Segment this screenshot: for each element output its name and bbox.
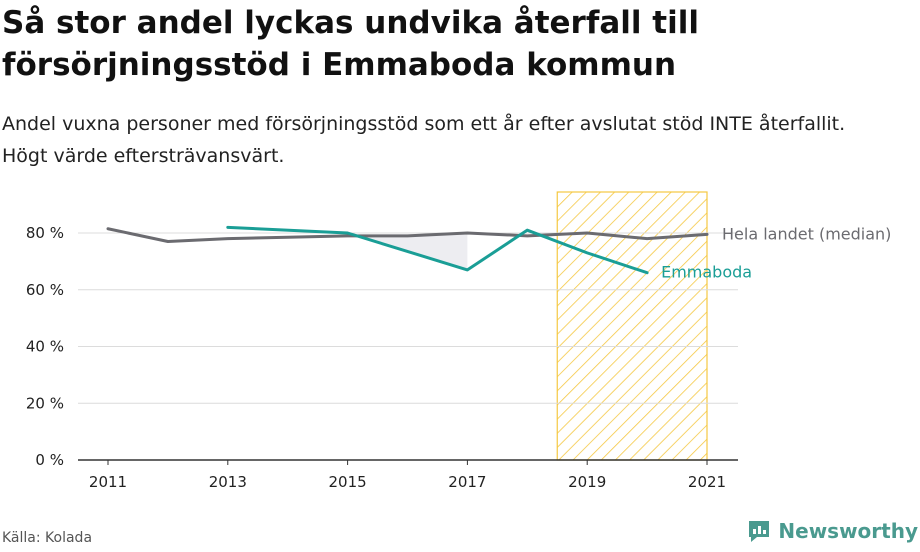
source-note: Källa: Kolada — [2, 530, 93, 546]
y-tick-label: 40 % — [26, 338, 64, 356]
newsworthy-logo-icon — [749, 521, 770, 542]
x-tick-label: 2011 — [89, 473, 127, 491]
series-label-emmaboda: Emmaboda — [661, 263, 752, 282]
emmaboda-line — [226, 225, 649, 275]
brand-name: Newsworthy — [778, 519, 918, 543]
x-tick-label: 2019 — [568, 473, 606, 491]
y-tick-label: 80 % — [26, 224, 64, 242]
x-tick-label: 2017 — [448, 473, 486, 491]
y-tick-label: 0 % — [35, 451, 64, 469]
x-tick-label: 2015 — [329, 473, 367, 491]
median-line — [106, 227, 709, 244]
x-tick-label: 2013 — [209, 473, 247, 491]
y-tick-label: 60 % — [26, 281, 64, 299]
brand-logo: Newsworthy — [746, 518, 918, 544]
line-chart: 0 % 20 % 40 % 60 % 80 % 2011 2013 2015 2017 2019 2… — [26, 191, 891, 491]
y-tick-label: 20 % — [26, 394, 64, 412]
series-label-median: Hela landet (median) — [722, 224, 891, 243]
chart-title: Så stor andel lyckas undvika återfall ti… — [2, 5, 699, 83]
chart-subtitle: Andel vuxna personer med försörjningsstö… — [2, 113, 846, 167]
x-tick-label: 2021 — [688, 473, 726, 491]
